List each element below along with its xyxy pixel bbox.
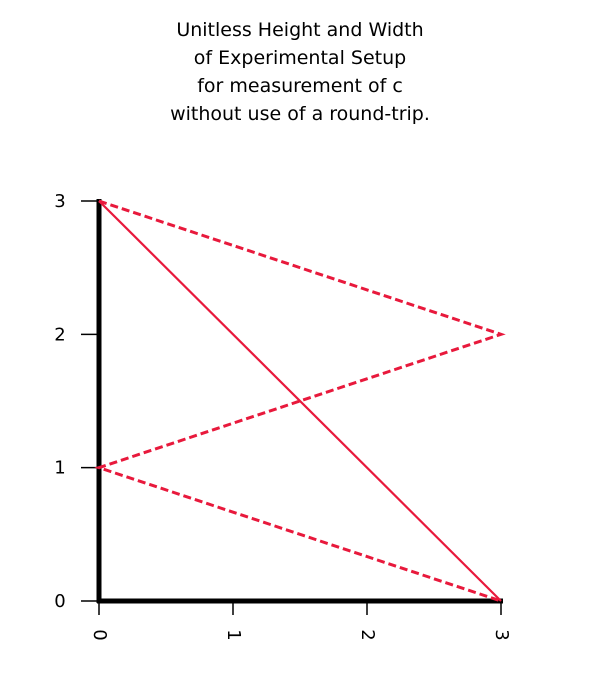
- y-tick-label: 3: [54, 191, 65, 212]
- title-line-4: without use of a round-trip.: [170, 103, 430, 125]
- y-tick-label: 0: [54, 591, 65, 612]
- y-tick-label: 1: [54, 458, 65, 479]
- paths: [94, 199, 506, 603]
- diagram-title: Unitless Height and Width of Experimenta…: [0, 16, 600, 128]
- y-tick-label: 2: [54, 324, 65, 345]
- title-line-2: of Experimental Setup: [193, 47, 407, 69]
- x-tick-label: 0: [89, 629, 110, 640]
- ticks: 0 1 2 3 0 1 2 3: [54, 191, 512, 641]
- x-tick-label: 2: [357, 629, 378, 640]
- title-line-1: Unitless Height and Width: [176, 19, 424, 41]
- axes: [96, 199, 503, 604]
- x-tick-label: 1: [223, 629, 244, 640]
- dashed-reflection-path: [94, 199, 506, 603]
- solid-direct-path: [98, 200, 502, 602]
- title-line-3: for measurement of c: [197, 75, 403, 97]
- x-tick-label: 3: [491, 629, 512, 640]
